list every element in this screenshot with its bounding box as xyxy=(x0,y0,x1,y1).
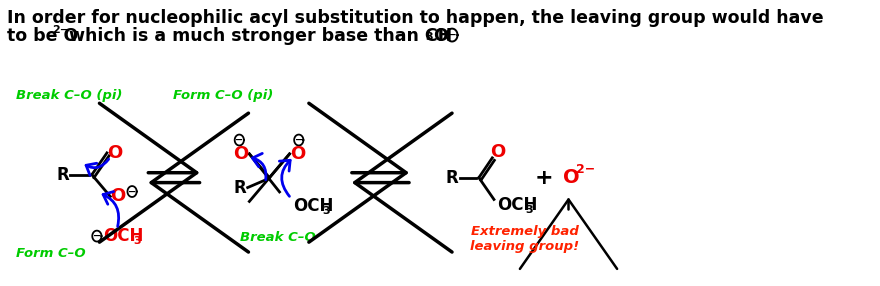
Text: Form C–O (pi): Form C–O (pi) xyxy=(173,89,274,102)
Text: which is a much stronger base than CH: which is a much stronger base than CH xyxy=(63,27,452,45)
Text: O: O xyxy=(562,168,579,187)
Text: Break C–O (pi): Break C–O (pi) xyxy=(17,89,123,102)
Text: 3: 3 xyxy=(322,206,330,216)
Text: 3: 3 xyxy=(133,236,141,246)
Text: O: O xyxy=(106,144,122,162)
Text: Break C–O: Break C–O xyxy=(240,231,316,244)
Text: −: − xyxy=(128,186,136,196)
Text: R: R xyxy=(445,169,458,187)
Text: 3: 3 xyxy=(425,32,433,42)
Text: OCH: OCH xyxy=(497,196,538,214)
Text: OCH: OCH xyxy=(293,197,334,215)
Text: O: O xyxy=(233,145,248,163)
Text: −: − xyxy=(235,135,244,145)
Text: Form C–O: Form C–O xyxy=(17,247,86,260)
FancyArrowPatch shape xyxy=(86,159,109,175)
Text: R: R xyxy=(234,178,246,196)
Text: O: O xyxy=(110,188,126,205)
Text: 3: 3 xyxy=(525,205,533,215)
Text: 2−: 2− xyxy=(576,163,595,176)
Text: R: R xyxy=(56,166,69,184)
Text: O: O xyxy=(489,143,505,161)
Text: leaving group!: leaving group! xyxy=(471,240,580,253)
FancyArrowPatch shape xyxy=(253,153,266,180)
Text: to be O: to be O xyxy=(7,27,78,45)
Text: −: − xyxy=(92,231,101,241)
FancyArrowPatch shape xyxy=(103,192,119,227)
Text: −: − xyxy=(295,135,303,145)
Text: O: O xyxy=(290,145,305,163)
Text: +: + xyxy=(535,168,554,188)
Text: −: − xyxy=(448,30,457,40)
Text: OCH: OCH xyxy=(104,227,144,245)
Text: 2−: 2− xyxy=(52,25,69,35)
Text: In order for nucleophilic acyl substitution to happen, the leaving group would h: In order for nucleophilic acyl substitut… xyxy=(7,9,824,27)
Text: O: O xyxy=(433,27,448,45)
FancyArrowPatch shape xyxy=(279,160,290,196)
Text: Extremely bad: Extremely bad xyxy=(471,225,579,238)
